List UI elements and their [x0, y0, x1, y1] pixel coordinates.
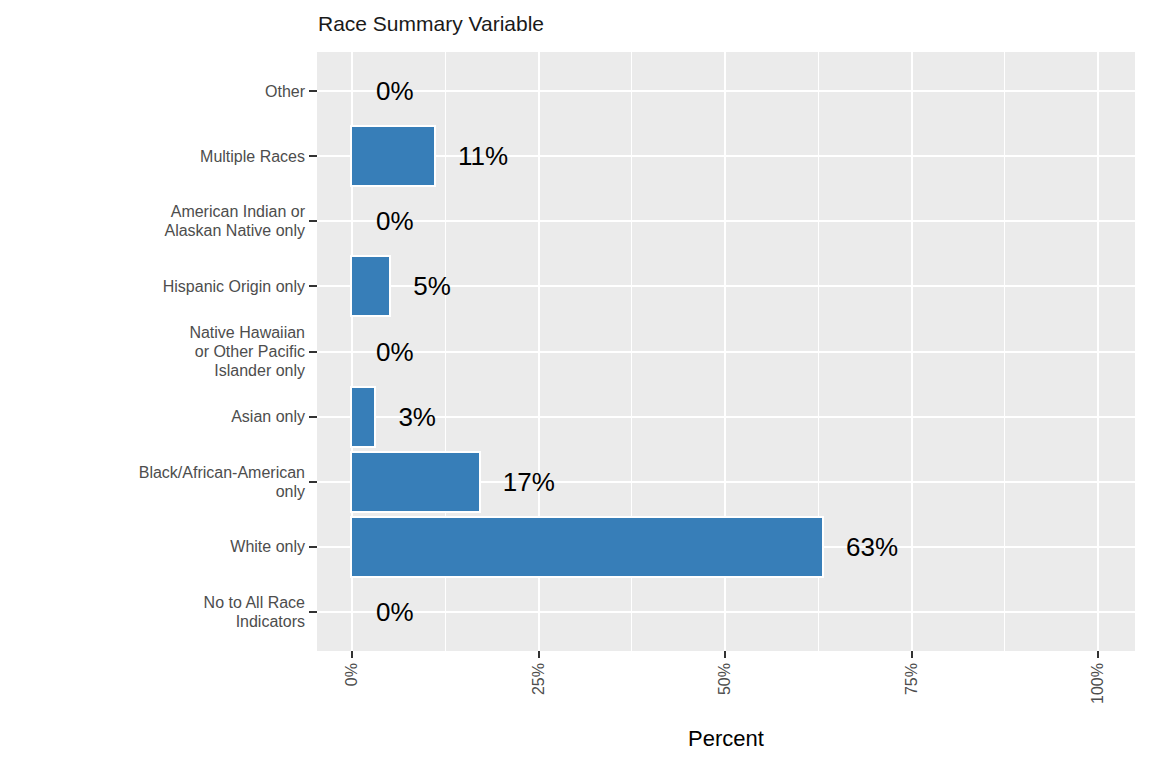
gridline-major-horizontal: [317, 90, 1135, 92]
y-axis-tick: [309, 90, 317, 92]
bar-value-label: 3%: [398, 404, 436, 430]
y-axis-label: Black/African-Americanonly: [139, 463, 305, 501]
y-axis-tick: [309, 611, 317, 613]
y-axis-label-line: Native Hawaiian: [189, 323, 305, 342]
y-axis-label-line: Black/African-American: [139, 463, 305, 482]
y-axis-label-line: Indicators: [204, 612, 305, 631]
y-axis-label: Other: [265, 82, 305, 101]
bar-value-label: 0%: [376, 208, 414, 234]
bar-value-label: 17%: [503, 469, 555, 495]
x-axis-tick: [351, 651, 353, 658]
bar-value-label: 0%: [376, 599, 414, 625]
y-axis-label-line: or Other Pacific: [189, 342, 305, 361]
bar: [350, 386, 376, 448]
bar-value-label: 0%: [376, 339, 414, 365]
y-axis-label-line: American Indian or: [164, 202, 305, 221]
bar: [350, 125, 436, 187]
y-axis-tick: [309, 220, 317, 222]
y-axis-label: Multiple Races: [200, 147, 305, 166]
bar: [350, 516, 824, 578]
y-axis-tick: [309, 546, 317, 548]
y-axis-tick: [309, 481, 317, 483]
y-axis-label: American Indian orAlaskan Native only: [164, 202, 305, 240]
bar-value-label: 5%: [413, 273, 451, 299]
y-axis-tick: [309, 351, 317, 353]
y-axis-label: Asian only: [231, 407, 305, 426]
y-axis-label-line: Other: [265, 82, 305, 101]
gridline-major-horizontal: [317, 351, 1135, 353]
x-axis-title: Percent: [317, 726, 1135, 752]
y-axis-label-line: Multiple Races: [200, 147, 305, 166]
x-axis-tick-label: 100%: [1088, 663, 1108, 704]
bar: [350, 255, 391, 317]
bar-value-label: 11%: [458, 143, 508, 169]
y-axis-tick: [309, 416, 317, 418]
y-axis-label-line: No to All Race: [204, 593, 305, 612]
gridline-major-horizontal: [317, 155, 1135, 157]
x-axis-tick: [1097, 651, 1099, 658]
y-axis-label-line: White only: [230, 537, 305, 556]
gridline-major-horizontal: [317, 220, 1135, 222]
y-axis-label-line: only: [139, 482, 305, 501]
x-axis-tick-label: 50%: [715, 663, 735, 695]
y-axis-label: Hispanic Origin only: [163, 277, 305, 296]
y-axis-label: Native Hawaiianor Other PacificIslander …: [189, 323, 305, 380]
gridline-major-horizontal: [317, 611, 1135, 613]
x-axis-tick-label: 25%: [529, 663, 549, 695]
gridline-major-horizontal: [317, 416, 1135, 418]
y-axis-label: No to All RaceIndicators: [204, 593, 305, 631]
y-axis-tick: [309, 285, 317, 287]
y-axis-label-line: Hispanic Origin only: [163, 277, 305, 296]
y-axis-label-line: Islander only: [189, 361, 305, 380]
x-axis-tick: [724, 651, 726, 658]
bar: [350, 451, 481, 513]
bar-chart-figure: Race Summary Variable 0% 11% 0% 5% 0% 3% 17% 63…: [0, 0, 1152, 768]
x-axis-tick: [911, 651, 913, 658]
chart-title: Race Summary Variable: [318, 12, 544, 36]
x-axis-tick-label: 75%: [902, 663, 922, 695]
plot-panel: 0% 11% 0% 5% 0% 3% 17% 63% 0%: [317, 52, 1135, 651]
bar-value-label: 63%: [846, 534, 898, 560]
x-axis-tick: [538, 651, 540, 658]
bar-value-label: 0%: [376, 78, 414, 104]
y-axis-label: White only: [230, 537, 305, 556]
y-axis-label-line: Asian only: [231, 407, 305, 426]
x-axis-tick-label: 0%: [342, 663, 362, 686]
y-axis-tick: [309, 155, 317, 157]
y-axis-label-line: Alaskan Native only: [164, 221, 305, 240]
